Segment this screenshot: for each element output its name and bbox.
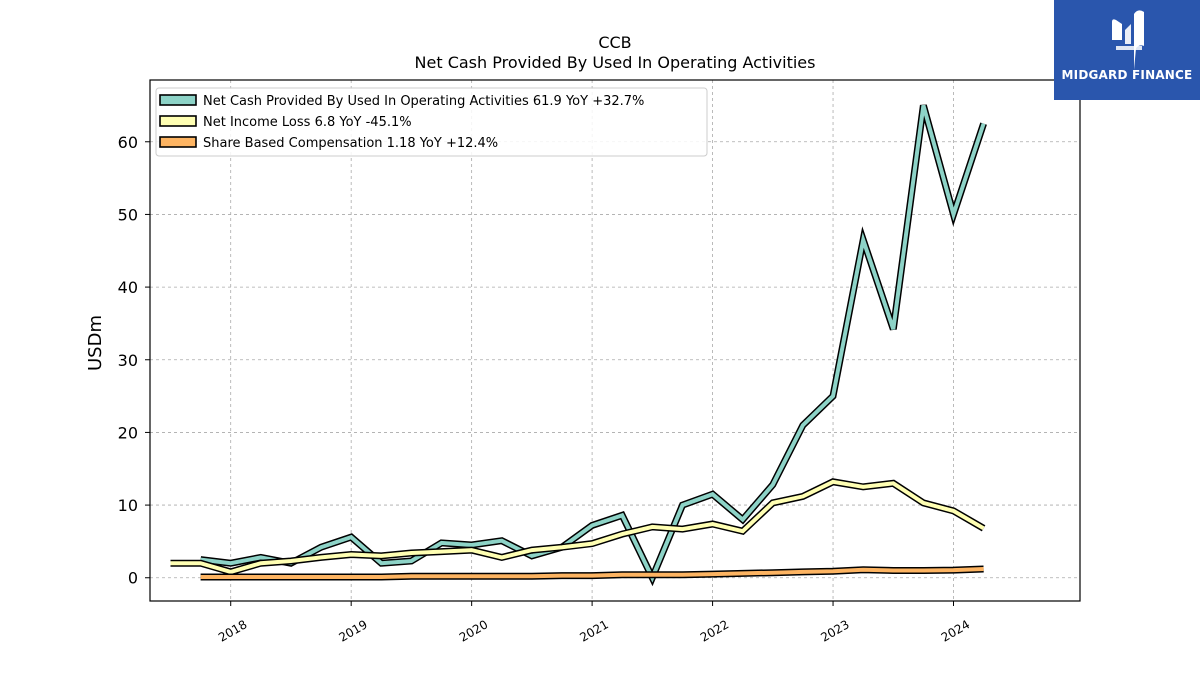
chart-subtitle: Net Cash Provided By Used In Operating A… [415, 53, 816, 72]
chart-title: CCB [598, 33, 631, 52]
x-tick-label: 2019 [336, 617, 369, 644]
series-line [200, 104, 986, 583]
x-tick-label: 2023 [818, 617, 851, 644]
series-line [200, 567, 984, 579]
series-0 [200, 104, 987, 587]
y-tick-label: 10 [118, 496, 138, 515]
series-lines [170, 104, 987, 587]
x-tick-label: 2020 [457, 617, 490, 644]
x-tick-label: 2024 [939, 617, 972, 644]
y-tick-label: 50 [118, 205, 138, 224]
y-tick-label: 60 [118, 133, 138, 152]
midgard-logo-icon [1112, 10, 1144, 70]
x-tick-label: 2022 [698, 617, 731, 644]
x-tick-label: 2021 [577, 617, 610, 644]
legend-label: Share Based Compensation 1.18 YoY +12.4% [203, 136, 498, 151]
legend-label: Net Income Loss 6.8 YoY -45.1% [203, 115, 412, 130]
midgard-finance-logo: MIDGARD FINANCE [1054, 0, 1200, 100]
y-tick-label: 0 [128, 569, 138, 588]
legend-box [155, 87, 708, 157]
y-tick-label: 40 [118, 278, 138, 297]
legend-label: Net Cash Provided By Used In Operating A… [203, 94, 644, 109]
legend: Net Cash Provided By Used In Operating A… [155, 87, 708, 157]
y-tick-label: 30 [118, 351, 138, 370]
y-tick-label: 20 [118, 423, 138, 442]
legend-swatch [159, 115, 197, 127]
series-line [170, 479, 985, 574]
brand-name: MIDGARD FINANCE [1061, 68, 1193, 82]
y-axis-label: USDm [85, 315, 106, 371]
series-2 [200, 565, 984, 581]
legend-swatch [159, 136, 197, 148]
series-line-outline [170, 478, 986, 576]
plot-area-frame [149, 79, 1081, 602]
series-1 [170, 478, 986, 576]
legend-swatch [159, 94, 197, 106]
x-tick-label: 2018 [216, 617, 249, 644]
